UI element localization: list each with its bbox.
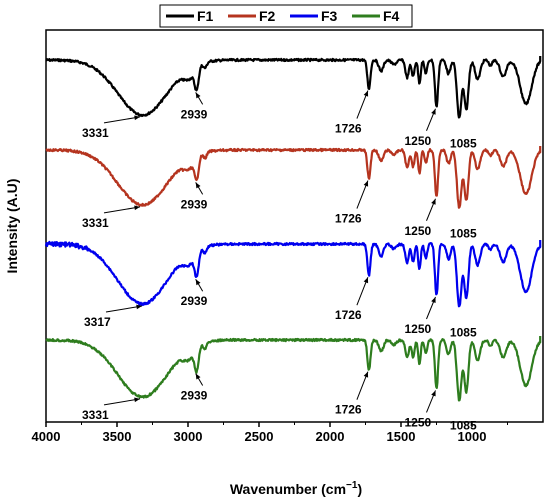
x-axis: 4000 3500 3000 2500 2000 1500 1000 [32,422,508,444]
legend-label-f3: F3 [321,8,338,24]
series-line-f1 [45,56,542,119]
x-tick-label: 4000 [32,429,61,444]
legend-box [159,4,413,28]
peak-arrowhead [363,277,369,284]
x-tick-label: 2000 [316,429,345,444]
x-tick-label: 2500 [245,429,274,444]
peak-label: 2939 [181,389,208,403]
peak-label: 1726 [335,403,362,417]
x-axis-title: Wavenumber (cm−1) [230,480,362,497]
legend-label-f4: F4 [383,8,400,24]
peak-arrowhead [195,373,201,380]
x-tick-label: 3500 [103,429,132,444]
peak-label: 3331 [82,216,109,230]
peak-arrowhead [363,371,369,378]
series-line-f2 [45,146,542,209]
legend-label-f1: F1 [197,8,214,24]
peak-label: 3317 [84,315,111,329]
peak-label: 3331 [82,126,109,140]
peak-label: 1085 [450,227,477,241]
peak-arrowhead [431,198,436,205]
peak-arrowhead [195,92,201,99]
peak-label: 1250 [405,224,432,238]
x-tick-label: 1000 [458,429,487,444]
legend: F1 F2 F3 F4 [159,4,413,28]
peak-label: 3331 [82,408,109,422]
peak-arrow [105,305,143,313]
peak-arrowhead [431,390,436,397]
series-layer [44,56,542,402]
peak-label: 1250 [405,134,432,148]
peak-arrowhead [195,182,201,189]
peak-label: 2939 [181,197,208,211]
series-line-f3 [44,240,542,308]
peak-arrowhead [431,108,436,115]
series-line-f4 [45,336,542,402]
y-axis-title: Intensity (A.U) [4,179,20,274]
peak-label: 1726 [335,212,362,226]
x-tick-label: 3000 [174,429,203,444]
peak-label: 2939 [181,294,208,308]
peak-arrowhead [134,115,140,121]
peak-label: 2939 [181,107,208,121]
peak-arrowhead [134,397,140,403]
peak-label: 1726 [335,122,362,136]
peak-arrowhead [136,304,142,310]
peak-arrowhead [363,90,369,97]
peak-label: 1250 [405,322,432,336]
peak-label: 1085 [450,419,477,433]
peak-arrowhead [431,297,436,303]
annotation-layer: 3331 2939 1726 1250 1085 3331 2939 1726 1250 1085… [82,90,477,433]
peak-arrowhead [363,180,369,187]
peak-label: 1726 [335,308,362,322]
peak-arrowhead [195,279,201,286]
peak-arrow [103,398,141,406]
peak-arrowhead [134,205,140,211]
peak-arrow [103,206,141,214]
peak-label: 1085 [450,326,477,340]
peak-label: 1250 [405,415,432,429]
legend-label-f2: F2 [259,8,276,24]
x-tick-label: 1500 [387,429,416,444]
peak-label: 1085 [450,137,477,151]
peak-arrow [103,116,141,124]
